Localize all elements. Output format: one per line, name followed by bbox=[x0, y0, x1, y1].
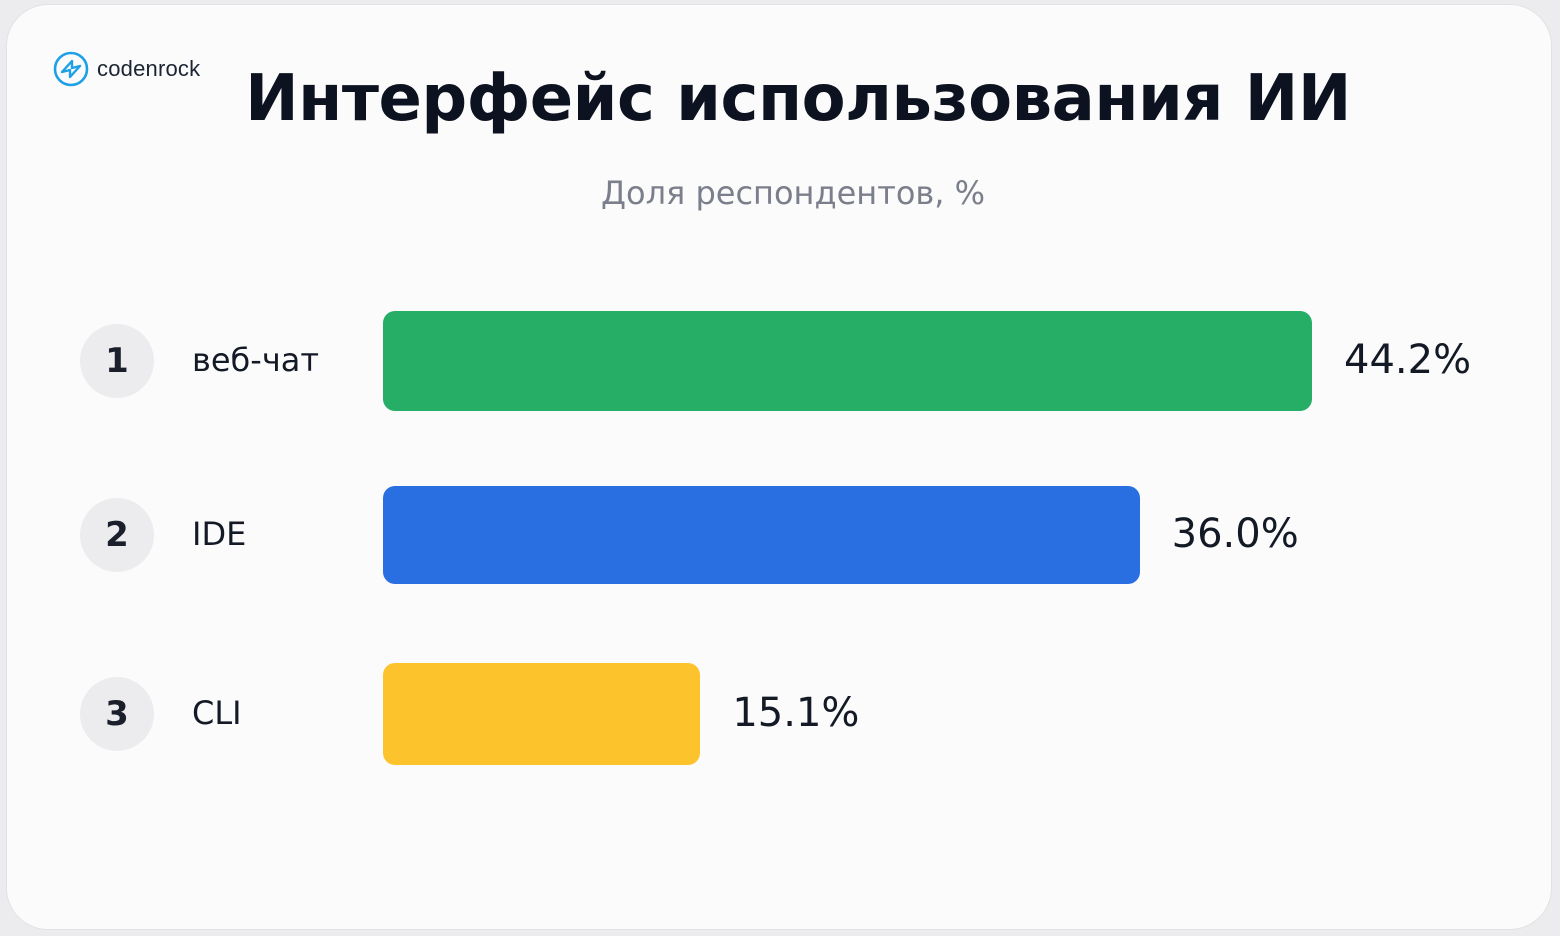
chart-title: Интерфейс использования ИИ bbox=[245, 62, 1351, 136]
codenrock-logo-icon bbox=[53, 51, 89, 87]
category-label-ide: IDE bbox=[192, 515, 247, 553]
rank-badge-1: 1 bbox=[80, 324, 154, 398]
category-label-cli: CLI bbox=[192, 694, 242, 732]
chart-subtitle: Доля респондентов, % bbox=[600, 174, 986, 212]
brand-name: codenrock bbox=[97, 56, 201, 81]
category-label-веб-чат: веб-чат bbox=[192, 341, 319, 379]
chart-card: codenrock bbox=[6, 4, 1552, 930]
brand-logo: codenrock bbox=[53, 51, 200, 87]
bar-ide bbox=[383, 486, 1140, 584]
value-label-ide: 36.0% bbox=[1171, 511, 1299, 557]
rank-badge-3: 3 bbox=[80, 677, 154, 751]
bar-веб-чат bbox=[383, 311, 1312, 411]
value-label-веб-чат: 44.2% bbox=[1344, 337, 1472, 383]
value-label-cli: 15.1% bbox=[732, 690, 860, 736]
bar-cli bbox=[383, 663, 701, 765]
rank-badge-2: 2 bbox=[80, 498, 154, 572]
